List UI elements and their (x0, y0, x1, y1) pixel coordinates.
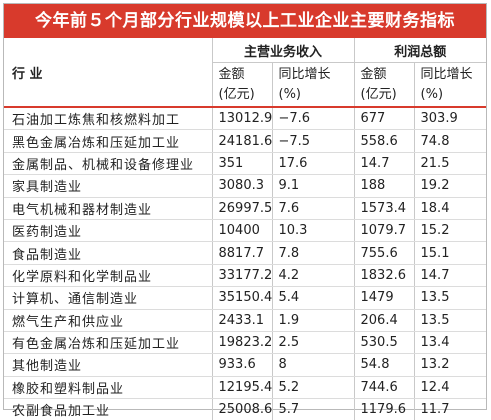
data-table-figure: 今年前５个月部分行业规模以上工业企业主要财务指标 行 业 主营业务收入 利润总额… (3, 3, 487, 420)
revenue-amount-cell: 35150.4 (212, 286, 273, 310)
revenue-amount-cell: 8817.7 (212, 241, 273, 265)
table-row: 电气机械和器材制造业 26997.5 7.6 1573.4 18.4 (4, 197, 487, 220)
table-row: 橡胶和塑料制品业 12195.4 5.2 744.6 12.4 (4, 376, 487, 400)
profit-growth-cell: 303.9 (414, 107, 487, 131)
industry-name-cell: 有色金属冶炼和压延加工业 (4, 331, 213, 355)
industry-name-cell: 农副食品加工业 (4, 398, 213, 420)
revenue-amount-cell: 24181.6 (212, 129, 273, 153)
table-title: 今年前５个月部分行业规模以上工业企业主要财务指标 (4, 4, 486, 38)
revenue-amount-cell: 10400 (212, 219, 273, 243)
industry-name-cell: 家具制造业 (4, 174, 213, 198)
industry-name-cell: 食品制造业 (4, 241, 213, 265)
header-profit-growth: 同比增长 (%) (414, 62, 487, 108)
header-revenue-group: 主营业务收入 (212, 38, 355, 63)
header-industry: 行 业 (4, 38, 213, 108)
profit-amount-cell: 558.6 (354, 129, 415, 153)
table-row: 食品制造业 8817.7 7.8 755.6 15.1 (4, 241, 487, 265)
revenue-amount-cell: 25008.6 (212, 398, 273, 420)
profit-amount-cell: 14.7 (354, 152, 415, 176)
industry-name-cell: 电气机械和器材制造业 (4, 197, 213, 220)
table-row: 金属制品、机械和设备修理业 351 17.6 14.7 21.5 (4, 152, 487, 176)
profit-amount-cell: 188 (354, 174, 415, 198)
profit-growth-cell: 13.5 (414, 286, 487, 310)
revenue-growth-cell: 8 (272, 353, 355, 377)
profit-amount-cell: 755.6 (354, 241, 415, 265)
profit-amount-cell: 1573.4 (354, 197, 415, 220)
profit-growth-cell: 21.5 (414, 152, 487, 176)
revenue-amount-cell: 3080.3 (212, 174, 273, 198)
revenue-amount-cell: 19823.2 (212, 331, 273, 355)
header-revenue-amount: 金额 (亿元) (212, 62, 273, 108)
profit-growth-cell: 12.4 (414, 376, 487, 400)
revenue-growth-cell: 7.6 (272, 197, 355, 220)
profit-amount-cell: 54.8 (354, 353, 415, 377)
industry-name-cell: 橡胶和塑料制品业 (4, 376, 213, 400)
header-profit-amount: 金额 (亿元) (354, 62, 415, 108)
revenue-growth-cell: 5.7 (272, 398, 355, 420)
profit-growth-cell: 13.4 (414, 331, 487, 355)
profit-growth-cell: 13.5 (414, 309, 487, 332)
table-row: 家具制造业 3080.3 9.1 188 19.2 (4, 174, 487, 198)
revenue-growth-cell: 5.2 (272, 376, 355, 400)
revenue-growth-cell: 5.4 (272, 286, 355, 310)
industry-name-cell: 医药制造业 (4, 219, 213, 243)
profit-growth-cell: 13.2 (414, 353, 487, 377)
table-row: 有色金属冶炼和压延加工业 19823.2 2.5 530.5 13.4 (4, 331, 487, 355)
profit-amount-cell: 1479 (354, 286, 415, 310)
industry-name-cell: 黑色金属冶炼和压延加工业 (4, 129, 213, 153)
table-row: 石油加工炼焦和核燃料加工 13012.9 −7.6 677 303.9 (4, 107, 487, 131)
revenue-amount-cell: 26997.5 (212, 197, 273, 220)
industry-name-cell: 其他制造业 (4, 353, 213, 377)
table-row: 黑色金属冶炼和压延加工业 24181.6 −7.5 558.6 74.8 (4, 129, 487, 153)
profit-growth-cell: 14.7 (414, 264, 487, 288)
revenue-growth-cell: 2.5 (272, 331, 355, 355)
industry-name-cell: 计算机、通信制造业 (4, 286, 213, 310)
profit-amount-cell: 1179.6 (354, 398, 415, 420)
profit-amount-cell: 744.6 (354, 376, 415, 400)
table-row: 计算机、通信制造业 35150.4 5.4 1479 13.5 (4, 286, 487, 310)
profit-growth-cell: 18.4 (414, 197, 487, 220)
profit-amount-cell: 677 (354, 107, 415, 131)
revenue-amount-cell: 933.6 (212, 353, 273, 377)
profit-growth-cell: 19.2 (414, 174, 487, 198)
table-row: 其他制造业 933.6 8 54.8 13.2 (4, 353, 487, 377)
header-revenue-growth: 同比增长 (%) (272, 62, 355, 108)
industry-name-cell: 石油加工炼焦和核燃料加工 (4, 107, 213, 131)
profit-growth-cell: 15.1 (414, 241, 487, 265)
profit-growth-cell: 15.2 (414, 219, 487, 243)
revenue-amount-cell: 33177.2 (212, 264, 273, 288)
financial-table: 行 业 主营业务收入 利润总额 金额 (亿元) 同比增长 (%) 金额 (亿元) 同比… (4, 38, 487, 420)
revenue-amount-cell: 351 (212, 152, 273, 176)
profit-growth-cell: 11.7 (420, 402, 450, 418)
profit-amount-cell: 1079.7 (354, 219, 415, 243)
revenue-amount-cell: 2433.1 (212, 309, 273, 332)
revenue-growth-cell: −7.6 (272, 107, 355, 131)
profit-amount-cell: 1832.6 (354, 264, 415, 288)
revenue-amount-cell: 13012.9 (212, 107, 273, 131)
table-row: 化学原料和化学制品业 33177.2 4.2 1832.6 14.7 (4, 264, 487, 288)
table-row: 医药制造业 10400 10.3 1079.7 15.2 (4, 219, 487, 243)
revenue-growth-cell: 4.2 (272, 264, 355, 288)
industry-name-cell: 金属制品、机械和设备修理业 (4, 152, 213, 176)
profit-amount-cell: 530.5 (354, 331, 415, 355)
industry-name-cell: 燃气生产和供应业 (4, 309, 213, 332)
revenue-amount-cell: 12195.4 (212, 376, 273, 400)
table-row: 燃气生产和供应业 2433.1 1.9 206.4 13.5 (4, 309, 487, 332)
revenue-growth-cell: 9.1 (272, 174, 355, 198)
revenue-growth-cell: 17.6 (272, 152, 355, 176)
table-row: 农副食品加工业 25008.6 5.7 1179.6 11.7 (4, 398, 486, 420)
header-profit-group: 利润总额 (354, 38, 487, 63)
profit-amount-cell: 206.4 (354, 309, 415, 332)
revenue-growth-cell: 10.3 (272, 219, 355, 243)
profit-growth-cell: 74.8 (414, 129, 487, 153)
revenue-growth-cell: 1.9 (272, 309, 355, 332)
industry-name-cell: 化学原料和化学制品业 (4, 264, 213, 288)
revenue-growth-cell: 7.8 (272, 241, 355, 265)
revenue-growth-cell: −7.5 (272, 129, 355, 153)
